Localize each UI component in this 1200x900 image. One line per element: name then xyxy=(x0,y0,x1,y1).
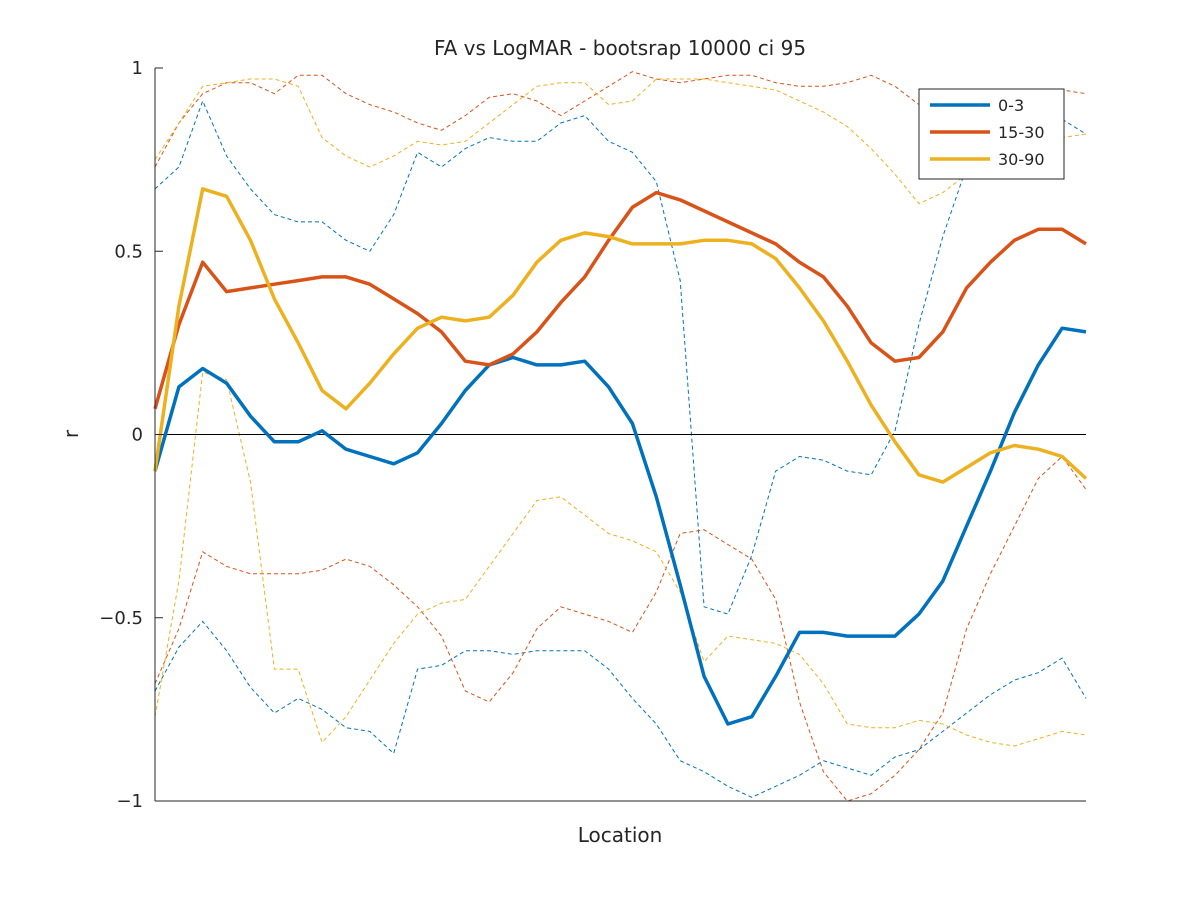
series-line-30-90 xyxy=(153,187,1088,484)
y-tick-label: −0.5 xyxy=(99,608,143,629)
legend-label-0-3: 0-3 xyxy=(998,96,1024,115)
ci-line-lower-15-30 xyxy=(154,455,1087,802)
chart-title: FA vs LogMAR - bootsrap 10000 ci 95 xyxy=(434,36,806,60)
y-axis-label: r xyxy=(59,429,83,438)
ci-line-upper-0-3 xyxy=(154,99,1087,615)
legend: 0-3 15-30 30-90 xyxy=(918,88,1065,180)
series-lines xyxy=(153,187,1088,726)
y-tick-label: 1 xyxy=(132,58,143,79)
series-line-0-3 xyxy=(153,326,1087,726)
y-axis-ticks: −1 −0.5 0 0.5 1 xyxy=(99,58,163,812)
ci-line-upper-30-90 xyxy=(154,78,1087,205)
series-line-15-30 xyxy=(153,190,1087,410)
ci-line-lower-30-90 xyxy=(154,371,1087,747)
x-axis-label: Location xyxy=(578,823,663,847)
ci-line-lower-0-3 xyxy=(154,620,1087,798)
y-tick-label: −1 xyxy=(116,791,143,812)
y-tick-label: 0 xyxy=(132,425,143,446)
legend-label-15-30: 15-30 xyxy=(998,123,1045,142)
y-tick-label: 0.5 xyxy=(114,241,143,262)
legend-label-30-90: 30-90 xyxy=(998,150,1045,169)
